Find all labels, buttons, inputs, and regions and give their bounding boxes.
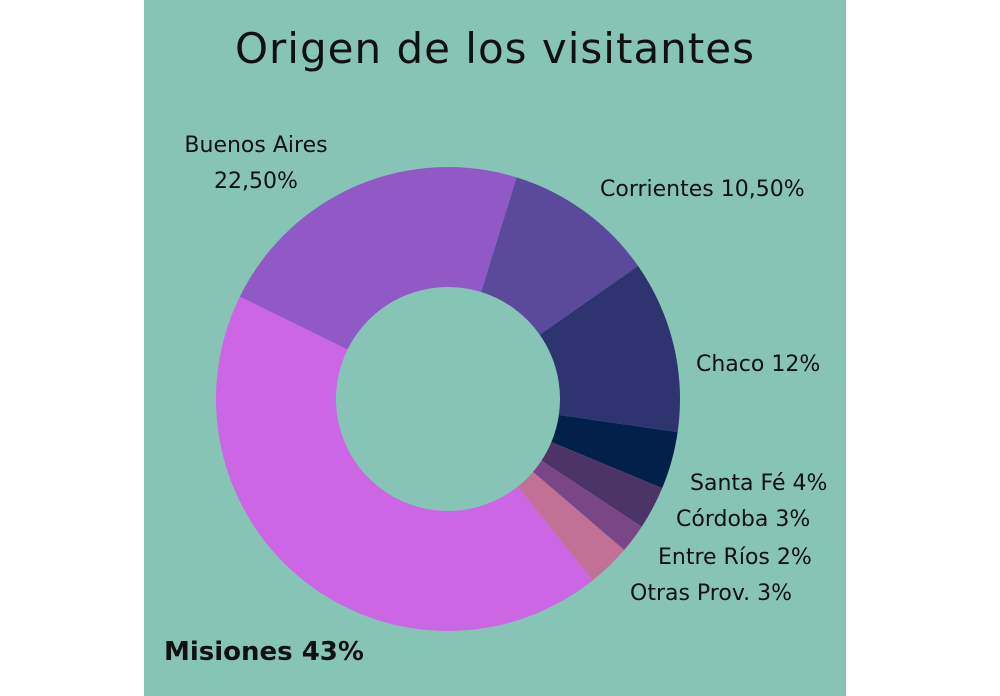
chart-panel: Origen de los visitantes Misiones 43% Bue… (144, 0, 846, 696)
slice-buenos-aires (239, 166, 517, 350)
slice-label-santa-fe: Santa Fé 4% (690, 471, 827, 496)
slice-label-buenos-aires: Buenos Aires 22,50% (184, 133, 327, 194)
slice-label-misiones: Misiones 43% (164, 637, 364, 667)
slice-label-corrientes: Corrientes 10,50% (600, 177, 805, 202)
slice-santa-fe (551, 414, 678, 489)
slice-label-cordoba: Córdoba 3% (676, 507, 810, 532)
slice-label-otras-prov: Otras Prov. 3% (630, 581, 792, 606)
slice-otras-prov (517, 471, 625, 581)
slice-misiones (216, 296, 593, 631)
slice-corrientes (481, 177, 639, 335)
slice-label-entre-rios: Entre Ríos 2% (658, 545, 812, 570)
donut-chart: Misiones 43% Buenos Aires 22,50% Corrientes… (164, 133, 827, 667)
chart-title: Origen de los visitantes (234, 24, 755, 73)
slice-cordoba (541, 442, 663, 527)
slice-entre-rios (533, 460, 642, 550)
slice-chaco (539, 265, 680, 433)
slice-label-chaco: Chaco 12% (696, 352, 820, 377)
